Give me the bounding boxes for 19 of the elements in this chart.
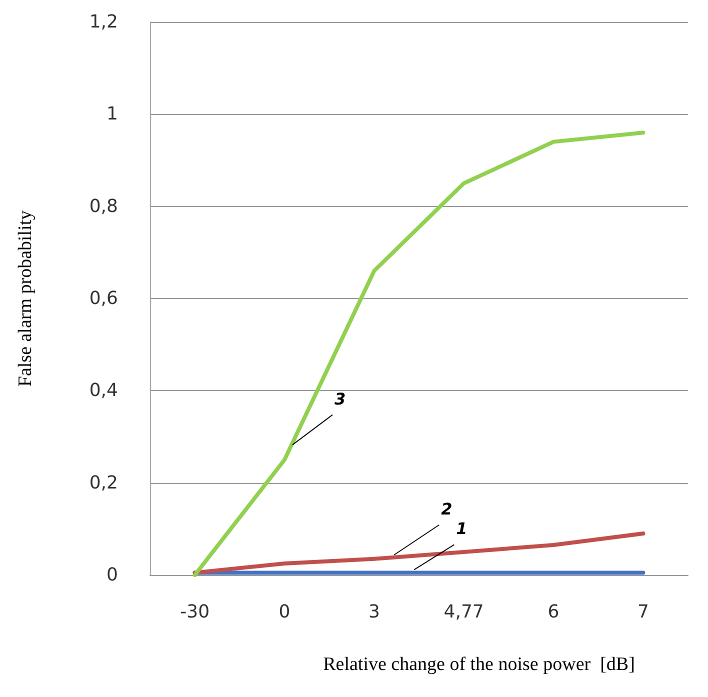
y-tick-label: 0,2 bbox=[89, 472, 118, 494]
y-tick-label: 0,8 bbox=[89, 196, 118, 217]
x-tick-label: 6 bbox=[548, 602, 560, 622]
y-tick-label: 0 bbox=[106, 564, 118, 586]
x-tick-label: 4,77 bbox=[444, 602, 484, 622]
y-tick-label: 1 bbox=[106, 104, 118, 125]
text: 2 bbox=[441, 499, 452, 518]
x-tick-label: 0 bbox=[278, 602, 290, 622]
y-tick-label: 1,2 bbox=[89, 12, 118, 32]
y-axis-title: False alarm probability bbox=[15, 210, 36, 387]
x-axis-title: Relative change of the noise power [dB] bbox=[323, 654, 635, 675]
line-series bbox=[192, 130, 646, 577]
x-tick-label: -30 bbox=[180, 602, 210, 622]
y-tick-label: 0,4 bbox=[89, 380, 118, 402]
x-tick-label: 3 bbox=[368, 602, 380, 622]
series-label: 3 bbox=[334, 389, 346, 408]
text: 1 bbox=[456, 519, 468, 538]
x-tick-label: 7 bbox=[637, 602, 649, 622]
y-tick-label: 0,6 bbox=[89, 288, 118, 309]
